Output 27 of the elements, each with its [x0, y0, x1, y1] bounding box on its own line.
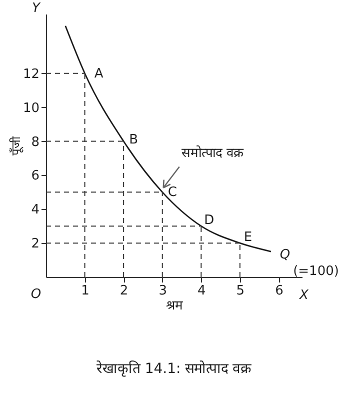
x-tick-label: 5 — [236, 284, 245, 298]
line-series — [64, 25, 272, 252]
y-axis-title: पूँजी — [8, 136, 24, 156]
annotation: (=100) — [293, 264, 339, 279]
x-axis-title: श्रम — [166, 298, 183, 314]
annotation: A — [94, 66, 104, 82]
annotation: E — [244, 230, 252, 246]
text: रेखाकृति 14.1: समोत्पाद वक्र — [96, 360, 252, 377]
x-tick-label: 2 — [120, 284, 128, 298]
annotation: B — [129, 132, 138, 148]
x-tick-label: 6 — [275, 284, 284, 298]
annotation: C — [168, 185, 177, 200]
text: X — [298, 288, 310, 303]
y-tick-label: 6 — [31, 168, 40, 184]
annotation: समोत्पाद वक्र — [181, 144, 244, 161]
y-tick-label: 10 — [22, 100, 40, 116]
x-tick-label: 1 — [81, 284, 90, 298]
text: O — [30, 287, 42, 302]
annotation: D — [204, 213, 214, 228]
x-tick-label: 3 — [158, 284, 168, 298]
y-tick-label: 12 — [22, 66, 40, 82]
annotation: Q — [280, 248, 290, 263]
y-tick-label: 2 — [31, 236, 40, 252]
x-tick-label: 4 — [198, 284, 206, 298]
text: Y — [32, 1, 42, 16]
y-tick-label: 8 — [31, 134, 40, 150]
y-tick-label: 4 — [31, 202, 40, 218]
